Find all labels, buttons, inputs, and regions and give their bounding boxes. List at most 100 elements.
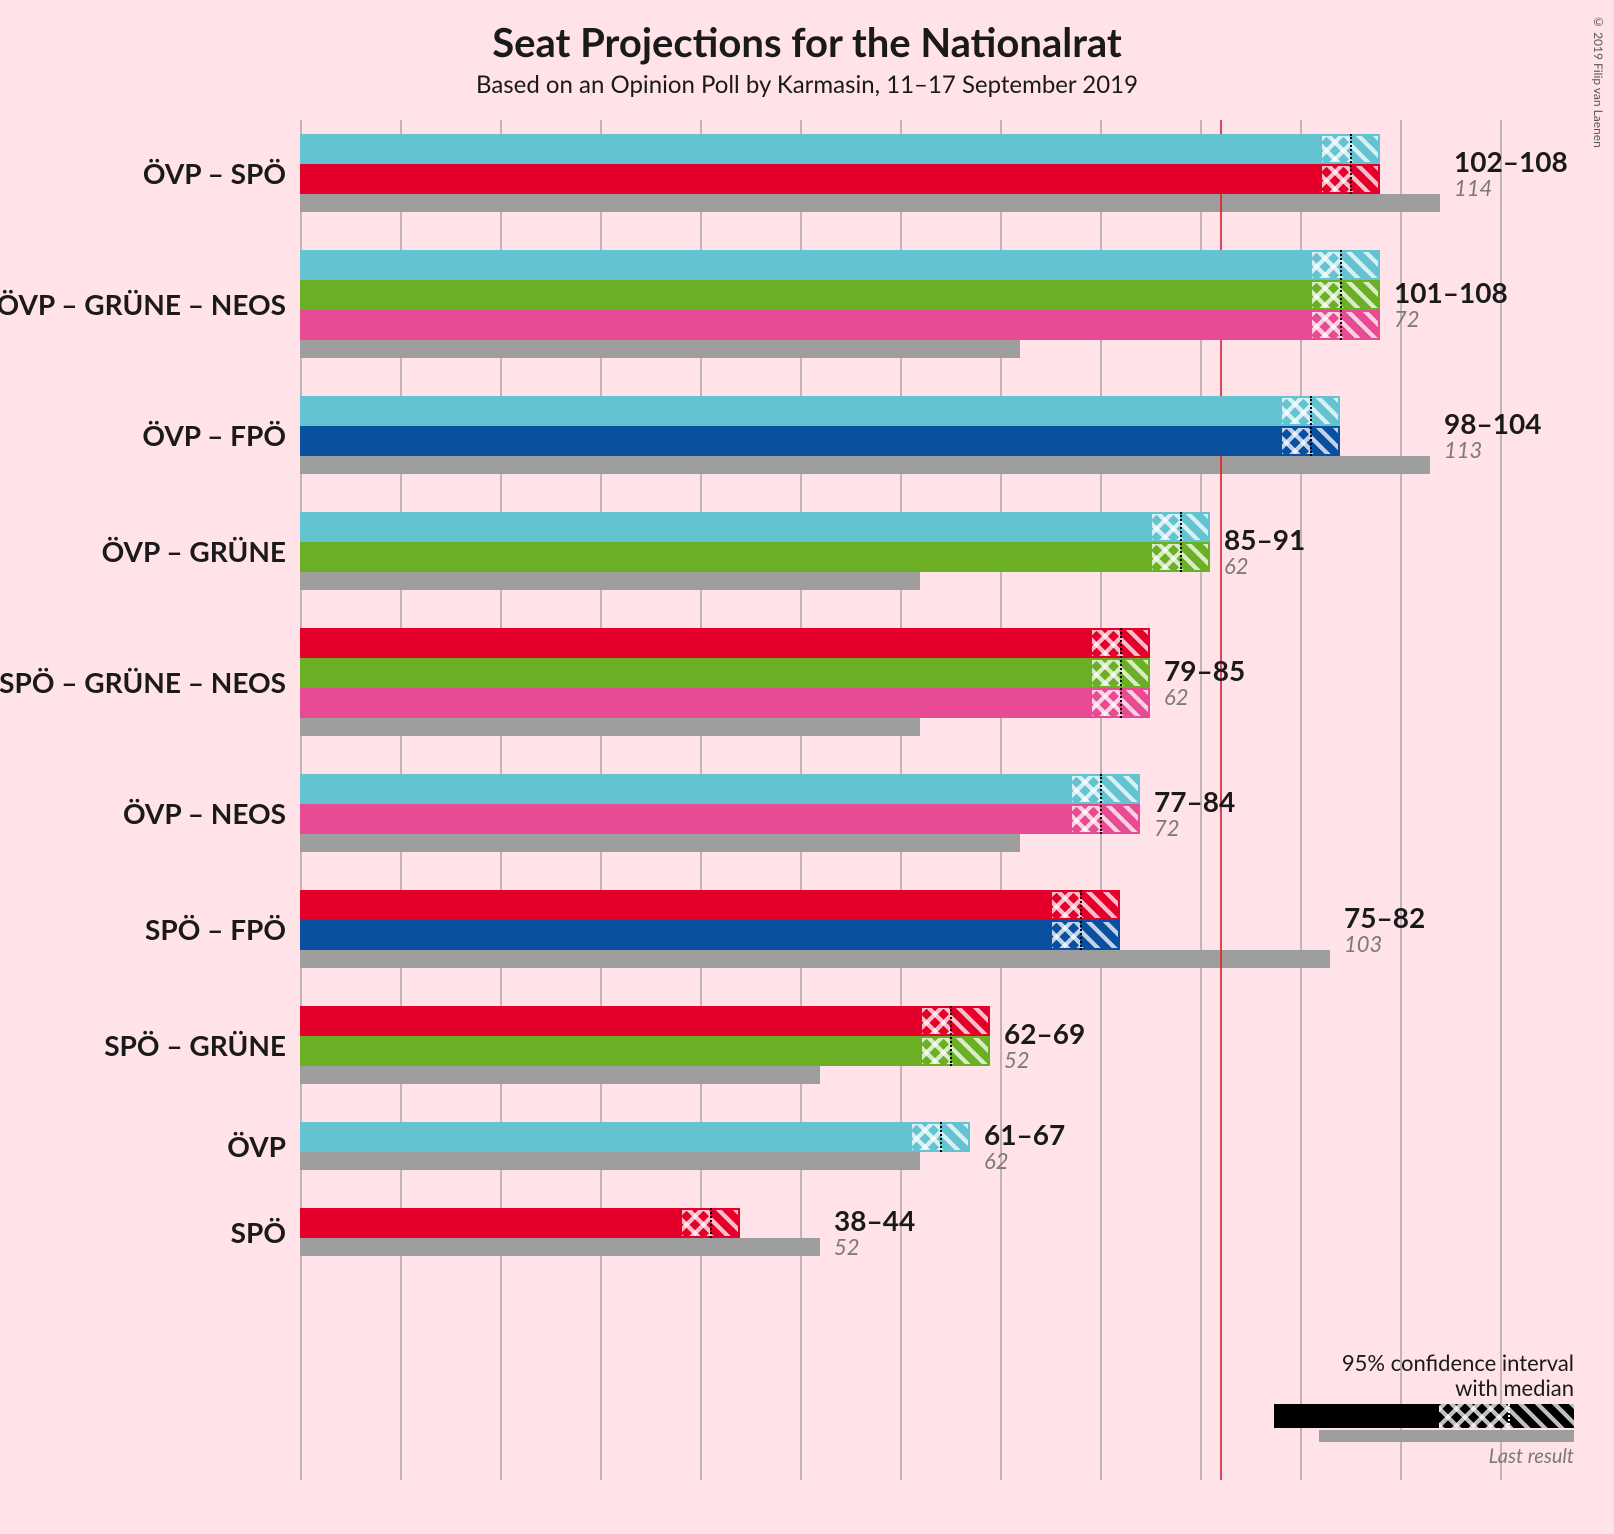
coalition-row: ÖVP – NEOS77–8472 — [300, 774, 1500, 852]
coalition-row: ÖVP – GRÜNE85–9162 — [300, 512, 1500, 590]
coalition-row: SPÖ – GRÜNE62–6952 — [300, 1006, 1500, 1084]
range-label: 61–67 — [984, 1117, 1065, 1151]
party-bar — [300, 542, 1210, 572]
median-line — [1350, 134, 1352, 194]
median-line — [1080, 890, 1082, 950]
ci-outline — [1070, 774, 1140, 804]
last-result-label: 62 — [1224, 552, 1249, 579]
range-label: 102–108 — [1454, 144, 1568, 178]
range-label: 77–84 — [1154, 784, 1235, 818]
coalition-label: ÖVP – NEOS — [0, 796, 286, 830]
party-bar — [300, 658, 1150, 688]
coalition-label: ÖVP — [0, 1129, 286, 1163]
legend-line1: 95% confidence interval — [1342, 1349, 1574, 1376]
party-bar — [300, 164, 1380, 194]
seat-projection-chart: ÖVP – SPÖ102–108114 ÖVP – GRÜNE – NEOS101… — [300, 120, 1500, 1480]
ci-outline — [1310, 250, 1380, 280]
ci-outline — [1310, 280, 1380, 310]
coalition-row: SPÖ – FPÖ75–82103 — [300, 890, 1500, 968]
last-result-bar — [300, 1152, 920, 1170]
last-result-bar — [300, 718, 920, 736]
last-result-label: 72 — [1154, 814, 1180, 841]
range-label: 75–82 — [1344, 900, 1425, 934]
coalition-row: SPÖ38–4452 — [300, 1208, 1500, 1256]
legend-last-bar — [1319, 1430, 1574, 1442]
party-bar — [300, 920, 1120, 950]
median-line — [710, 1208, 712, 1238]
last-result-bar — [300, 950, 1330, 968]
party-bar — [300, 1006, 990, 1036]
coalition-label: SPÖ – GRÜNE – NEOS — [0, 665, 286, 699]
last-result-bar — [300, 194, 1440, 212]
range-label: 101–108 — [1394, 275, 1508, 309]
last-result-bar — [300, 572, 920, 590]
coalition-row: ÖVP61–6762 — [300, 1122, 1500, 1170]
median-line — [1340, 250, 1342, 340]
last-result-label: 62 — [1164, 683, 1189, 710]
party-bar — [300, 804, 1140, 834]
chart-subtitle: Based on an Opinion Poll by Karmasin, 11… — [0, 70, 1614, 99]
party-bar — [300, 310, 1380, 340]
coalition-label: SPÖ — [0, 1215, 286, 1249]
last-majority-tick — [1220, 950, 1222, 968]
coalition-label: ÖVP – FPÖ — [0, 418, 286, 452]
ci-outline — [1050, 890, 1120, 920]
range-label: 98–104 — [1444, 406, 1541, 440]
coalition-row: ÖVP – GRÜNE – NEOS101–10872 — [300, 250, 1500, 358]
coalition-row: ÖVP – FPÖ98–104113 — [300, 396, 1500, 474]
party-bar — [300, 774, 1140, 804]
last-result-label: 114 — [1454, 174, 1492, 201]
median-line — [1310, 396, 1312, 456]
coalition-label: ÖVP – GRÜNE — [0, 534, 286, 568]
ci-outline — [1310, 310, 1380, 340]
party-bar — [300, 628, 1150, 658]
last-result-label: 62 — [984, 1147, 1009, 1174]
range-label: 79–85 — [1164, 653, 1245, 687]
last-result-label: 52 — [1004, 1046, 1030, 1073]
last-result-bar — [300, 456, 1430, 474]
last-result-bar — [300, 834, 1020, 852]
chart-title: Seat Projections for the Nationalrat — [0, 18, 1614, 66]
last-majority-tick — [1220, 194, 1222, 212]
median-line — [1120, 628, 1122, 718]
party-bar — [300, 134, 1380, 164]
last-result-label: 103 — [1344, 930, 1382, 957]
copyright-text: © 2019 Filip van Laenen — [1591, 14, 1606, 148]
last-result-label: 72 — [1394, 305, 1420, 332]
legend-title: 95% confidence interval with median — [1204, 1350, 1574, 1401]
range-label: 85–91 — [1224, 522, 1305, 556]
party-bar — [300, 1036, 990, 1066]
party-bar — [300, 1122, 970, 1152]
party-bar — [300, 280, 1380, 310]
coalition-row: ÖVP – SPÖ102–108114 — [300, 134, 1500, 212]
legend-last-label: Last result — [1489, 1444, 1574, 1468]
page: Seat Projections for the Nationalrat Bas… — [0, 0, 1614, 1534]
ci-outline — [1050, 920, 1120, 950]
party-bar — [300, 426, 1340, 456]
party-bar — [300, 688, 1150, 718]
ci-outline — [920, 1036, 990, 1066]
last-result-bar — [300, 1238, 820, 1256]
median-line — [1180, 512, 1182, 572]
median-line — [1100, 774, 1102, 834]
party-bar — [300, 890, 1120, 920]
grid-line — [1500, 120, 1502, 1480]
coalition-label: SPÖ – GRÜNE — [0, 1028, 286, 1062]
last-result-bar — [300, 340, 1020, 358]
party-bar — [300, 250, 1380, 280]
legend-line2: with median — [1455, 1374, 1574, 1401]
median-line — [940, 1122, 942, 1152]
coalition-label: ÖVP – GRÜNE – NEOS — [0, 287, 286, 321]
legend: 95% confidence interval with median Last… — [1204, 1354, 1574, 1444]
party-bar — [300, 1208, 740, 1238]
ci-outline — [1070, 804, 1140, 834]
legend-bar — [1274, 1404, 1574, 1428]
last-result-label: 113 — [1444, 436, 1482, 463]
last-result-label: 52 — [834, 1233, 860, 1260]
last-result-bar — [300, 1066, 820, 1084]
median-line — [950, 1006, 952, 1066]
coalition-row: SPÖ – GRÜNE – NEOS79–8562 — [300, 628, 1500, 736]
party-bar — [300, 396, 1340, 426]
range-label: 62–69 — [1004, 1016, 1085, 1050]
party-bar — [300, 512, 1210, 542]
